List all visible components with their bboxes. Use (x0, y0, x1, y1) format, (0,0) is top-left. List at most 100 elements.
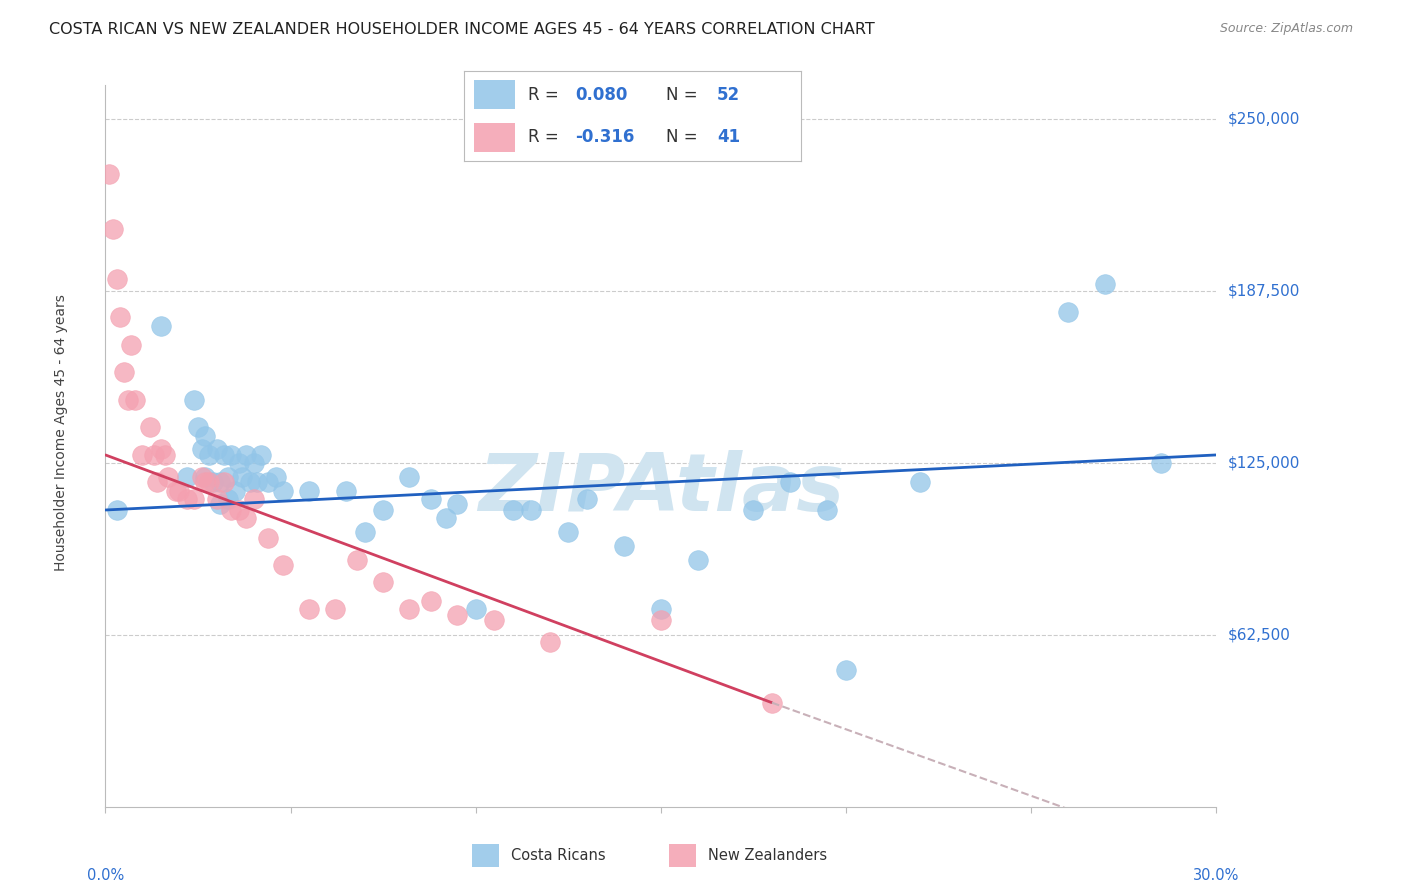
Point (183, 491, 205, 506)
Point (217, 470, 239, 484)
Point (271, 558, 294, 572)
Text: Householder Income Ages 45 - 64 years: Householder Income Ages 45 - 64 years (55, 293, 69, 571)
Point (112, 365, 135, 379)
Point (217, 491, 239, 506)
Point (575, 491, 598, 506)
Text: R =: R = (529, 128, 564, 146)
Point (242, 456, 264, 470)
Point (742, 503, 765, 517)
Point (224, 483, 246, 498)
Point (323, 602, 346, 616)
Point (613, 539, 636, 553)
Point (815, 503, 838, 517)
Point (142, 448, 165, 462)
Text: Costa Ricans: Costa Ricans (512, 848, 606, 863)
Text: New Zealanders: New Zealanders (709, 848, 827, 863)
Point (190, 470, 212, 484)
Point (131, 448, 153, 462)
Point (228, 503, 250, 517)
Text: $250,000: $250,000 (1227, 112, 1299, 127)
Point (371, 574, 394, 589)
Point (346, 552, 368, 566)
Point (484, 613, 506, 627)
Point (150, 442, 172, 457)
Point (209, 475, 232, 490)
Point (761, 696, 783, 710)
Point (264, 470, 287, 484)
Point (239, 475, 262, 490)
Point (221, 503, 243, 517)
Text: -0.316: -0.316 (575, 128, 634, 146)
Point (335, 483, 357, 498)
Point (105, 503, 128, 517)
Point (176, 491, 198, 506)
Text: 0.080: 0.080 (575, 86, 627, 103)
Point (1150, 456, 1173, 470)
Point (298, 602, 321, 616)
Bar (669, 844, 696, 867)
Point (298, 483, 321, 498)
Text: 41: 41 (717, 128, 740, 146)
Point (169, 483, 191, 498)
Point (434, 511, 457, 525)
Text: 52: 52 (717, 86, 740, 103)
Point (446, 498, 468, 512)
Point (198, 448, 221, 462)
Point (187, 420, 209, 434)
Point (520, 503, 543, 517)
Point (398, 470, 420, 484)
Point (538, 635, 561, 649)
Point (908, 475, 931, 490)
Point (420, 594, 443, 608)
Point (650, 602, 672, 616)
Point (650, 613, 672, 627)
Point (117, 392, 139, 407)
Point (271, 483, 294, 498)
Text: $125,000: $125,000 (1227, 456, 1299, 471)
Point (165, 483, 187, 498)
Point (209, 498, 232, 512)
Text: R =: R = (529, 86, 564, 103)
Point (779, 475, 801, 490)
Point (205, 442, 228, 457)
Point (420, 491, 443, 506)
Point (371, 503, 394, 517)
Point (153, 448, 176, 462)
Point (686, 552, 709, 566)
Point (98, 167, 121, 181)
Bar (472, 844, 499, 867)
Text: 30.0%: 30.0% (1194, 868, 1239, 883)
Point (221, 448, 243, 462)
Point (150, 318, 172, 333)
Point (231, 470, 253, 484)
Bar (474, 123, 515, 152)
Point (183, 392, 205, 407)
Point (139, 420, 162, 434)
Point (194, 475, 217, 490)
Point (557, 524, 579, 539)
Point (257, 475, 280, 490)
Point (205, 491, 228, 506)
Point (201, 475, 224, 490)
Text: N =: N = (666, 128, 703, 146)
Bar (474, 80, 515, 109)
Text: N =: N = (666, 86, 703, 103)
Point (101, 222, 124, 236)
Point (105, 272, 128, 286)
Point (446, 607, 468, 622)
Point (212, 448, 235, 462)
Text: ZIPAtlas: ZIPAtlas (478, 450, 844, 528)
Point (246, 475, 269, 490)
Point (194, 428, 217, 442)
Point (1094, 277, 1116, 292)
Text: Source: ZipAtlas.com: Source: ZipAtlas.com (1219, 22, 1353, 36)
Point (120, 338, 142, 352)
Point (228, 456, 250, 470)
Point (194, 470, 217, 484)
Point (146, 475, 169, 490)
Text: 0.0%: 0.0% (87, 868, 124, 883)
Point (157, 470, 180, 484)
Text: $187,500: $187,500 (1227, 284, 1299, 299)
Point (353, 524, 375, 539)
Text: $62,500: $62,500 (1227, 628, 1291, 643)
